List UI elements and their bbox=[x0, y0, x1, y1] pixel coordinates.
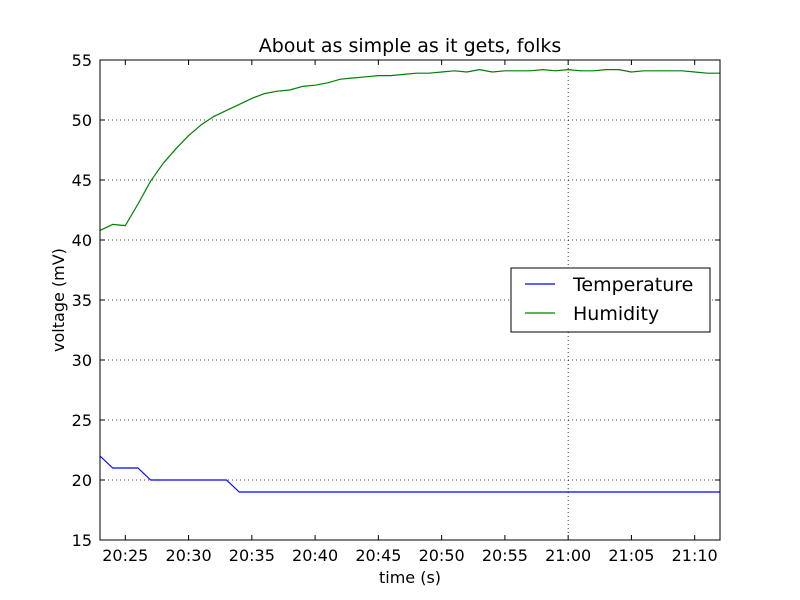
x-tick-label: 21:05 bbox=[608, 546, 654, 565]
x-tick-label: 20:25 bbox=[102, 546, 148, 565]
x-tick-label: 20:35 bbox=[229, 546, 275, 565]
ticks: 15 20 25 30 35 40 45 50 55 20:25 20:30 20:35 20:40 20… bbox=[72, 51, 720, 565]
x-tick-label: 20:40 bbox=[292, 546, 338, 565]
y-tick-label: 30 bbox=[72, 351, 92, 370]
y-tick-label: 40 bbox=[72, 231, 92, 250]
y-tick-label: 35 bbox=[72, 291, 92, 310]
x-tick-label: 20:50 bbox=[419, 546, 465, 565]
y-tick-label: 15 bbox=[72, 531, 92, 550]
x-tick-label: 20:30 bbox=[166, 546, 212, 565]
legend-box bbox=[510, 267, 711, 333]
x-tick-label: 21:10 bbox=[672, 546, 718, 565]
y-tick-label: 55 bbox=[72, 51, 92, 70]
y-axis-label: voltage (mV) bbox=[49, 248, 68, 352]
x-axis-label: time (s) bbox=[379, 568, 441, 587]
x-tick-label: 21:00 bbox=[545, 546, 591, 565]
y-tick-label: 25 bbox=[72, 411, 92, 430]
y-tick-label: 20 bbox=[72, 471, 92, 490]
legend-label-humidity: Humidity bbox=[573, 303, 659, 325]
chart-title: About as simple as it gets, folks bbox=[259, 35, 562, 57]
series-lines bbox=[99, 68, 720, 493]
series-line-humidity bbox=[99, 68, 720, 231]
legend-label-temperature: Temperature bbox=[572, 274, 693, 296]
x-tick-label: 20:55 bbox=[482, 546, 528, 565]
legend: Temperature Humidity bbox=[510, 267, 711, 333]
x-tick-label: 20:45 bbox=[355, 546, 401, 565]
y-tick-label: 45 bbox=[72, 171, 92, 190]
series-line-temperature bbox=[99, 455, 720, 493]
y-tick-label: 50 bbox=[72, 111, 92, 130]
